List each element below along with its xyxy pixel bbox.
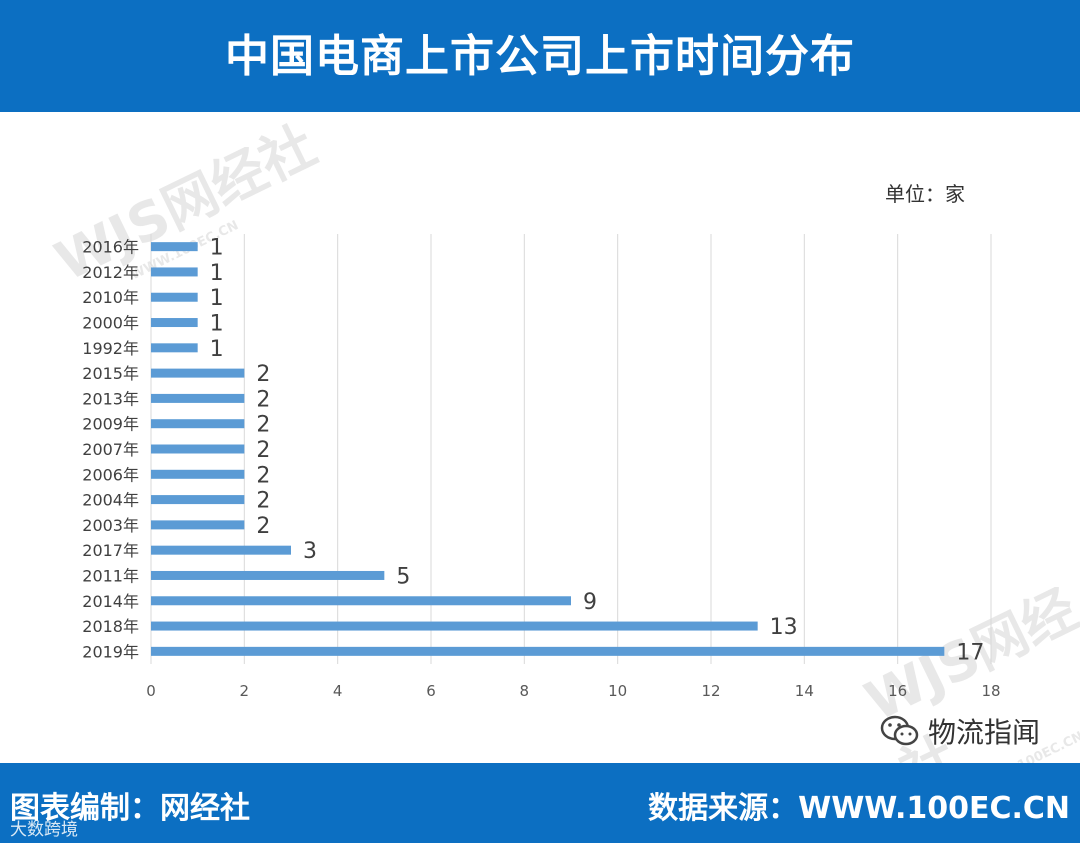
category-label: 2019年 [82,642,139,661]
x-tick-label: 2 [240,682,250,700]
bar [151,343,198,353]
data-label: 1 [210,261,224,286]
wechat-label: 物流指闻 [927,716,1040,749]
wechat-badge: 物流指闻 [880,711,1040,751]
category-label: 2018年 [82,617,139,636]
category-label: 2010年 [82,288,139,307]
bar [151,495,245,505]
data-label: 1 [210,312,224,337]
category-label: 2007年 [82,440,139,459]
bar [151,368,245,378]
x-tick-label: 0 [146,682,156,700]
data-label: 9 [583,590,597,615]
x-tick-label: 16 [888,682,907,700]
x-tick-label: 4 [333,682,343,700]
bars [151,242,945,656]
bar [151,621,758,631]
data-label: 2 [256,413,270,438]
category-label: 2017年 [82,541,139,560]
category-label: 2012年 [82,263,139,282]
data-label: 2 [256,387,270,412]
bar [151,393,245,403]
category-label: 2006年 [82,465,139,484]
category-label: 2000年 [82,314,139,333]
unit-label: 单位：家 [885,182,965,206]
x-tick-label: 8 [520,682,530,700]
bar-chart: 单位：家 2016年 2012年 2010年 2000年 1992年 2015年 2013年… [82,182,1000,700]
data-label: 2 [256,514,270,539]
x-tick-label: 18 [981,682,1000,700]
data-label: 3 [303,539,317,564]
data-label: 2 [256,489,270,514]
bar [151,267,198,277]
bar [151,596,571,606]
category-label: 2004年 [82,491,139,510]
category-label: 2013年 [82,389,139,408]
data-label: 1 [210,236,224,261]
category-label: 1992年 [82,339,139,358]
footer-source: 数据来源：WWW.100EC.CN [648,791,1070,826]
data-label: 1 [210,286,224,311]
footer-banner: 图表编制：网经社 大数跨境 数据来源：WWW.100EC.CN 物流指闻 [0,715,1080,843]
bar [151,545,291,555]
bar [151,469,245,479]
data-label: 2 [256,438,270,463]
bar [151,318,198,328]
bar [151,570,385,580]
wechat-icon [880,715,919,746]
data-label: 5 [396,564,410,589]
data-label: 2 [256,463,270,488]
footer-sub-mark: 大数跨境 [10,820,78,840]
bar [151,242,198,252]
data-label: 2 [256,362,270,387]
x-tick-labels: 0 2 4 6 8 10 12 14 16 18 [146,682,1000,700]
category-label: 2011年 [82,566,139,585]
bar [151,444,245,454]
x-tick-label: 6 [426,682,436,700]
data-label: 13 [770,615,798,640]
header-banner: 中国电商上市公司上市时间分布 [0,0,1080,112]
page-title: 中国电商上市公司上市时间分布 [225,31,855,82]
footer-credit: 图表编制：网经社 [10,791,250,826]
grid-lines [150,234,992,664]
category-label: 2003年 [82,516,139,535]
data-label: 1 [210,337,224,362]
bar [151,520,245,530]
bar [151,646,945,656]
bar [151,419,245,429]
category-label: 2015年 [82,364,139,383]
category-label: 2014年 [82,592,139,611]
bar [151,292,198,302]
x-tick-label: 12 [701,682,720,700]
category-label: 2016年 [82,238,139,257]
x-tick-label: 10 [608,682,627,700]
category-label: 2009年 [82,415,139,434]
category-labels: 2016年 2012年 2010年 2000年 1992年 2015年 2013年 2009年… [82,238,139,662]
data-label: 17 [956,640,984,665]
x-tick-label: 14 [795,682,814,700]
